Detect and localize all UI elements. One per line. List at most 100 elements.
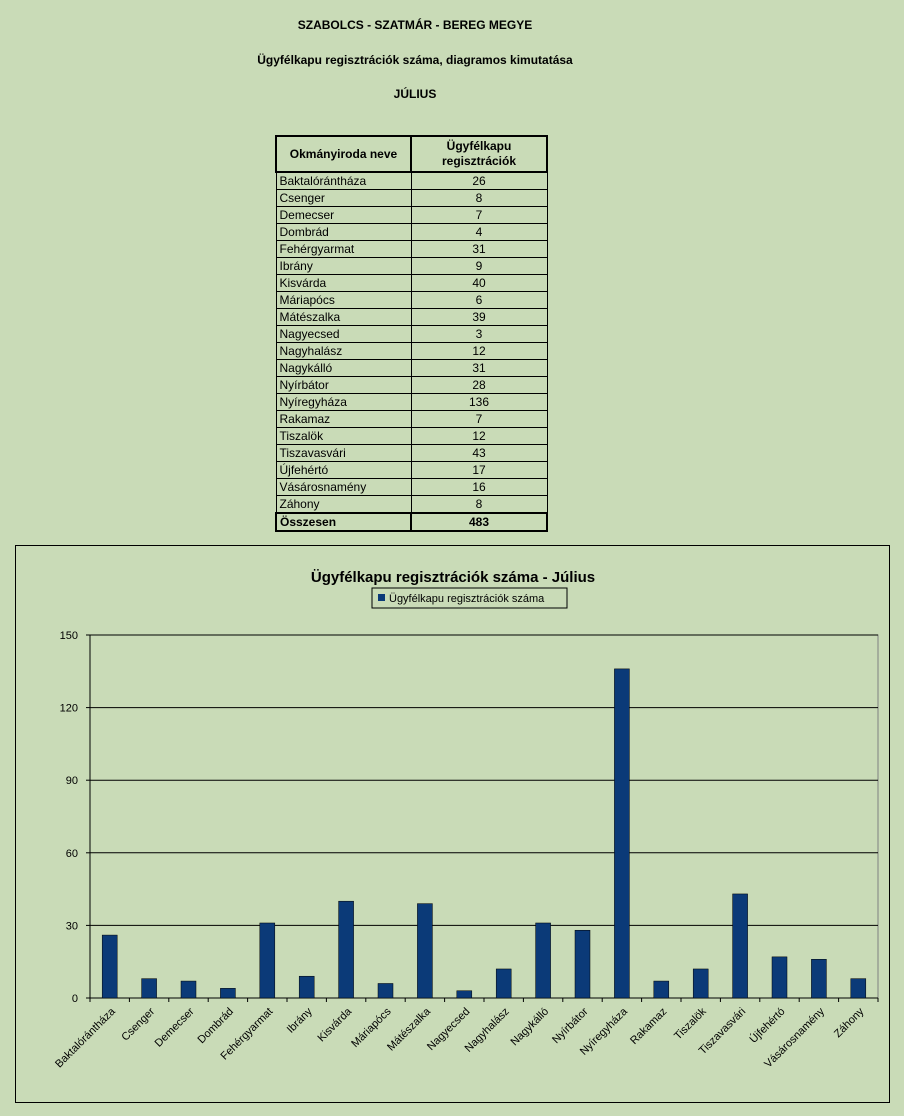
bar (614, 668, 630, 999)
registration-count-cell: 3 (410, 325, 548, 343)
bar (377, 983, 394, 999)
x-tick-label: Kisvárda (315, 1005, 354, 1044)
legend-label: Ügyfélkapu regisztrációk száma (389, 593, 545, 605)
x-tick-label: Tiszalök (672, 1005, 709, 1042)
y-tick-label: 30 (66, 920, 78, 932)
registration-count-cell: 12 (410, 427, 548, 445)
table-row: Záhony 8 (275, 495, 548, 514)
registration-count-cell: 136 (410, 393, 548, 411)
total-row: Összesen 483 (275, 512, 548, 532)
table-row: Rakamaz 7 (275, 410, 548, 428)
report-subtitle: Ügyfélkapu regisztrációk száma, diagramo… (257, 53, 573, 67)
registration-count-cell: 12 (410, 342, 548, 360)
office-name-cell: Újfehértó (275, 461, 412, 479)
table-row: Ibrány 9 (275, 257, 548, 275)
bar (338, 900, 354, 999)
bar (298, 975, 315, 999)
bar (653, 980, 670, 999)
table-row: Tiszalök 12 (275, 427, 548, 445)
y-tick-label: 150 (60, 630, 78, 642)
office-name-cell: Demecser (275, 206, 412, 224)
registration-count-cell: 7 (410, 410, 548, 428)
total-label: Összesen (275, 512, 412, 532)
x-tick-label: Demecser (153, 1005, 197, 1049)
registrations-table: Okmányiroda neve Ügyfélkapu regisztráció… (275, 135, 548, 532)
table-row: Fehérgyarmat 31 (275, 240, 548, 258)
county-title: SZABOLCS - SZATMÁR - BEREG MEGYE (297, 18, 533, 32)
office-name-cell: Dombrád (275, 223, 412, 241)
bar (771, 956, 788, 999)
legend-box (371, 587, 568, 609)
registration-count-cell: 43 (410, 444, 548, 462)
bar (141, 978, 157, 999)
registration-count-cell: 7 (410, 206, 548, 224)
office-name-cell: Kisvárda (275, 274, 412, 292)
office-name-cell: Ibrány (275, 257, 412, 275)
bar (220, 988, 236, 999)
office-name-cell: Csenger (275, 189, 412, 207)
column-header-registrations: Ügyfélkapu regisztrációk (410, 135, 548, 173)
bar (811, 959, 827, 999)
registration-count-cell: 17 (410, 461, 548, 479)
registration-count-cell: 31 (410, 359, 548, 377)
registration-count-cell: 4 (410, 223, 548, 241)
total-value: 483 (410, 512, 548, 532)
bar (456, 990, 473, 999)
office-name-cell: Vásárosnamény (275, 478, 412, 496)
x-tick-label: Nyírbátor (550, 1005, 591, 1046)
office-name-cell: Rakamaz (275, 410, 412, 428)
registration-count-cell: 9 (410, 257, 548, 275)
table-row: Mátészalka 39 (275, 308, 548, 326)
bar (850, 978, 867, 999)
table-header-row: Okmányiroda neve Ügyfélkapu regisztráció… (275, 135, 548, 173)
office-name-cell: Tiszavasvári (275, 444, 412, 462)
table-row: Nagyhalász 12 (275, 342, 548, 360)
bar (259, 922, 276, 999)
x-tick-label: Csenger (119, 1005, 157, 1043)
table-row: Nagykálló 31 (275, 359, 548, 377)
registration-count-cell: 8 (410, 189, 548, 207)
x-tick-label: Dombrád (196, 1006, 236, 1046)
bar (417, 903, 433, 999)
registration-count-cell: 40 (410, 274, 548, 292)
registration-count-cell: 8 (410, 495, 548, 514)
table-row: Dombrád 4 (275, 223, 548, 241)
table-row: Nagyecsed 3 (275, 325, 548, 343)
y-tick-label: 0 (72, 993, 78, 1005)
office-name-cell: Mátészalka (275, 308, 412, 326)
office-name-cell: Záhony (275, 495, 412, 514)
table-body: Baktalórántháza 26 Csenger 8 Demecser 7 Dombrá… (275, 171, 548, 532)
x-tick-label: Ibrány (285, 1005, 315, 1035)
office-name-cell: Tiszalök (275, 427, 412, 445)
table-row: Nyíregyháza 136 (275, 393, 548, 411)
x-tick-label: Nagykálló (509, 1006, 552, 1049)
office-name-cell: Máriapócs (275, 291, 412, 309)
registration-count-cell: 31 (410, 240, 548, 258)
registration-count-cell: 26 (410, 171, 548, 190)
legend-swatch (378, 594, 385, 601)
registration-count-cell: 39 (410, 308, 548, 326)
column-header-office: Okmányiroda neve (275, 135, 412, 173)
office-name-cell: Baktalórántháza (275, 171, 412, 190)
office-name-cell: Nyírbátor (275, 376, 412, 394)
bar (101, 934, 118, 999)
table-row: Tiszavasvári 43 (275, 444, 548, 462)
registration-count-cell: 28 (410, 376, 548, 394)
table-row: Kisvárda 40 (275, 274, 548, 292)
table-row: Nyírbátor 28 (275, 376, 548, 394)
bar-chart: Ügyfélkapu regisztrációk száma - Július Ü… (53, 569, 879, 1070)
registration-count-cell: 6 (410, 291, 548, 309)
y-tick-label: 120 (60, 703, 78, 715)
y-tick-label: 60 (66, 848, 78, 860)
chart-title: Ügyfélkapu regisztrációk száma - Július (311, 569, 595, 586)
bar (535, 922, 551, 999)
x-tick-label: Rakamaz (628, 1006, 669, 1047)
chart-area: Ügyfélkapu regisztrációk száma - Július Ü… (15, 545, 890, 1103)
table-row: Csenger 8 (275, 189, 548, 207)
bar (574, 929, 591, 999)
bar (692, 968, 709, 999)
table-row: Újfehértó 17 (275, 461, 548, 479)
x-tick-label: Záhony (832, 1005, 867, 1040)
office-name-cell: Fehérgyarmat (275, 240, 412, 258)
office-name-cell: Nagyhalász (275, 342, 412, 360)
